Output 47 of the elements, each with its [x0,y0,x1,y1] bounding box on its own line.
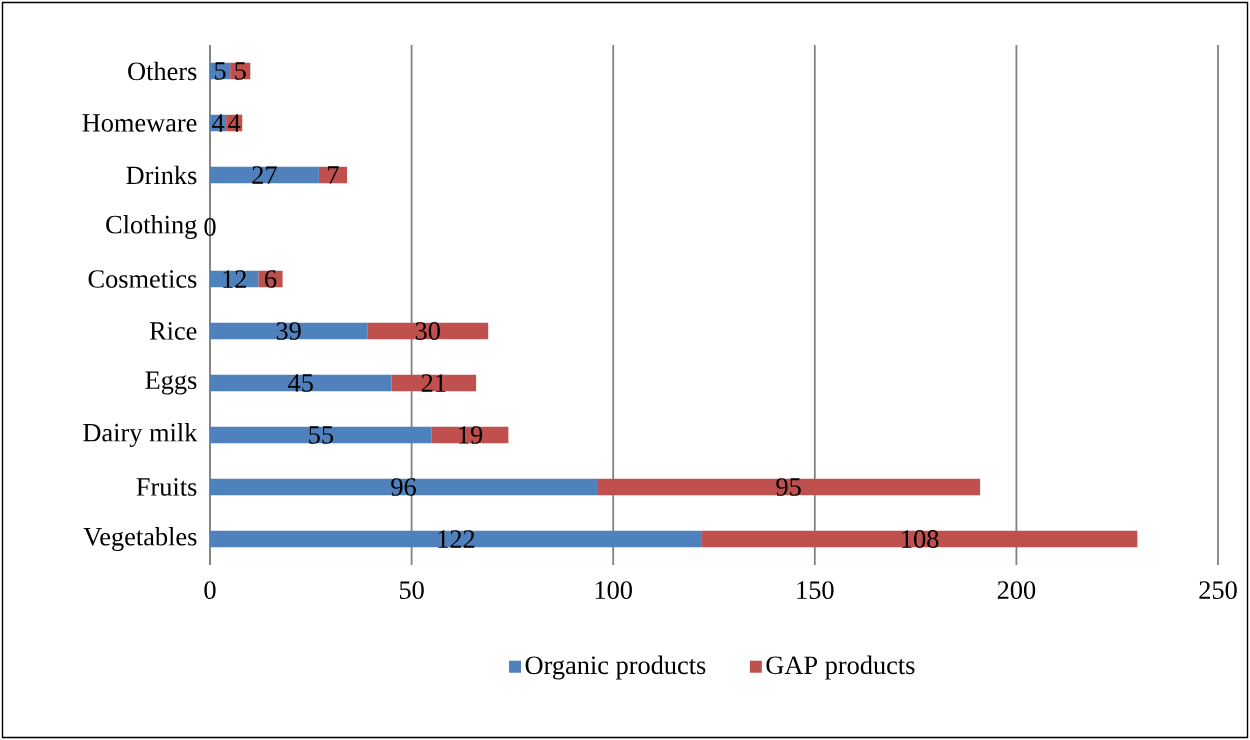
x-tick-label: 100 [595,581,632,599]
y-tick-label: Rice [149,322,197,340]
bar [701,530,1138,548]
y-tick-label: Clothing [106,215,197,239]
data-label: 5 [215,62,226,80]
data-label: 19 [459,426,483,444]
x-tick-label: 0 [204,581,216,599]
x-tick-label: 150 [797,581,834,599]
data-label: 7 [328,166,339,184]
y-tick-label: Eggs [145,371,197,395]
y-tick-label: Drinks [126,165,197,185]
data-label: 45 [288,374,313,392]
data-label: 30 [415,322,440,340]
bar [210,166,319,184]
data-label: 108 [902,530,939,548]
legend-label: Organic products [525,655,706,680]
data-label: 5 [235,62,246,80]
y-tick-label: Dairy milk [83,423,198,447]
data-label: 4 [228,114,241,132]
y-tick-label: Fruits [136,478,197,496]
bar [391,374,477,392]
y-tick-label: Homeware [82,114,197,132]
data-label: 96 [391,478,416,496]
data-label: 12 [223,270,246,288]
y-tick-label: Others [128,61,197,81]
y-tick-label: Vegetables [83,527,197,551]
data-label: 21 [421,374,446,392]
data-label: 6 [265,270,277,288]
bar [210,530,702,548]
bar [597,478,981,496]
y-tick-label: Cosmetics [88,270,197,288]
bar [210,478,598,496]
bar [210,374,392,392]
x-tick-label: 50 [399,581,424,599]
data-label: 39 [276,322,301,340]
data-label: 27 [252,166,277,184]
bar [210,426,432,444]
data-label: 0 [204,218,216,236]
data-label: 122 [438,530,475,548]
legend-label: GAP products [766,655,915,680]
data-label: 4 [212,114,225,132]
data-label: 55 [309,426,334,444]
bar [367,322,489,340]
x-tick-label: 250 [1199,581,1237,599]
x-tick-label: 200 [997,581,1036,599]
data-label: 95 [776,478,801,496]
bar [210,322,368,340]
